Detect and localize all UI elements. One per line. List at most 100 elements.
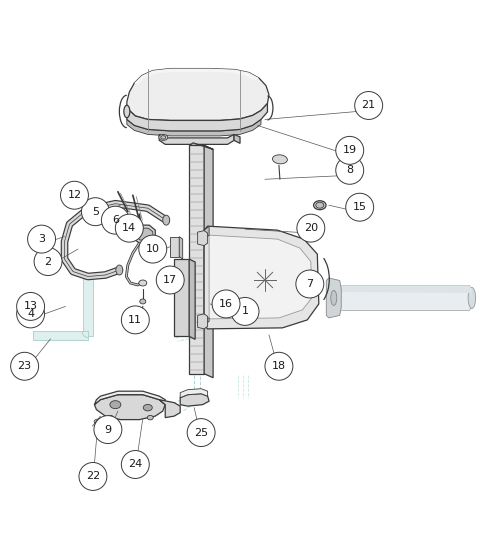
Text: 22: 22	[86, 472, 100, 482]
Circle shape	[336, 156, 363, 184]
Circle shape	[346, 193, 374, 221]
Polygon shape	[160, 134, 234, 145]
Ellipse shape	[94, 419, 99, 423]
Text: 25: 25	[194, 427, 208, 437]
Circle shape	[16, 292, 44, 320]
Polygon shape	[133, 225, 156, 243]
Ellipse shape	[100, 427, 105, 431]
Polygon shape	[179, 237, 182, 259]
Circle shape	[10, 352, 38, 380]
Text: 4: 4	[27, 309, 34, 319]
Polygon shape	[127, 119, 261, 136]
Circle shape	[122, 450, 150, 478]
Circle shape	[139, 235, 166, 263]
Text: 10: 10	[146, 244, 160, 254]
Circle shape	[122, 306, 150, 334]
Polygon shape	[94, 391, 165, 405]
Text: 8: 8	[346, 165, 354, 175]
Text: 2: 2	[44, 257, 52, 267]
Text: 11: 11	[128, 315, 142, 325]
Text: 5: 5	[92, 206, 99, 217]
Circle shape	[156, 266, 184, 294]
Circle shape	[336, 136, 363, 164]
Text: 3: 3	[38, 234, 45, 244]
Text: 7: 7	[306, 279, 314, 289]
Circle shape	[82, 198, 110, 225]
Circle shape	[34, 248, 62, 276]
Text: 13: 13	[24, 301, 38, 311]
Polygon shape	[160, 400, 180, 417]
Circle shape	[94, 416, 122, 444]
Polygon shape	[84, 274, 94, 336]
Circle shape	[354, 92, 382, 119]
Text: 15: 15	[352, 202, 366, 212]
Polygon shape	[33, 331, 88, 340]
Circle shape	[79, 463, 107, 490]
Text: 1: 1	[242, 306, 248, 316]
Text: 17: 17	[163, 275, 178, 285]
Ellipse shape	[331, 291, 337, 305]
Ellipse shape	[314, 201, 326, 210]
Text: 20: 20	[304, 223, 318, 233]
Polygon shape	[204, 226, 319, 329]
Polygon shape	[198, 230, 207, 246]
Ellipse shape	[139, 227, 144, 231]
Ellipse shape	[148, 415, 154, 420]
Ellipse shape	[124, 105, 130, 118]
Text: 16: 16	[219, 299, 233, 309]
Circle shape	[297, 214, 325, 242]
Ellipse shape	[159, 134, 168, 141]
Polygon shape	[326, 278, 341, 318]
Circle shape	[231, 297, 259, 325]
Polygon shape	[234, 134, 240, 143]
Circle shape	[60, 181, 88, 209]
Polygon shape	[204, 318, 209, 325]
Circle shape	[212, 290, 240, 318]
Ellipse shape	[144, 405, 152, 411]
Polygon shape	[180, 389, 208, 398]
Circle shape	[187, 418, 215, 446]
Ellipse shape	[272, 155, 287, 164]
Circle shape	[28, 225, 56, 253]
Polygon shape	[127, 103, 268, 131]
Text: 19: 19	[342, 145, 357, 155]
Text: 14: 14	[122, 223, 136, 233]
Text: 6: 6	[112, 215, 119, 225]
Polygon shape	[94, 395, 165, 420]
Polygon shape	[189, 259, 195, 339]
Polygon shape	[170, 237, 179, 257]
Text: 12: 12	[68, 190, 82, 200]
Text: 24: 24	[128, 459, 142, 469]
Ellipse shape	[139, 280, 147, 286]
Polygon shape	[136, 228, 153, 240]
Ellipse shape	[468, 287, 475, 309]
Polygon shape	[330, 286, 472, 310]
Text: 21: 21	[362, 100, 376, 110]
Ellipse shape	[140, 299, 146, 304]
Polygon shape	[180, 394, 209, 406]
Text: 9: 9	[104, 425, 112, 435]
Polygon shape	[189, 146, 204, 374]
Ellipse shape	[110, 401, 121, 408]
Polygon shape	[134, 69, 259, 85]
Polygon shape	[204, 146, 213, 378]
Polygon shape	[330, 286, 472, 298]
Circle shape	[116, 214, 143, 242]
Polygon shape	[174, 259, 189, 336]
Circle shape	[102, 206, 130, 234]
Circle shape	[265, 352, 293, 380]
Ellipse shape	[316, 202, 324, 208]
Ellipse shape	[116, 265, 123, 275]
Ellipse shape	[108, 415, 114, 420]
Polygon shape	[189, 143, 213, 150]
Polygon shape	[127, 69, 269, 121]
Circle shape	[16, 300, 44, 328]
Polygon shape	[204, 226, 209, 239]
Circle shape	[296, 270, 324, 298]
Ellipse shape	[160, 136, 166, 139]
Text: 18: 18	[272, 361, 286, 371]
Polygon shape	[209, 235, 312, 319]
Ellipse shape	[162, 215, 170, 225]
Polygon shape	[198, 314, 207, 329]
Text: 23: 23	[18, 361, 32, 371]
